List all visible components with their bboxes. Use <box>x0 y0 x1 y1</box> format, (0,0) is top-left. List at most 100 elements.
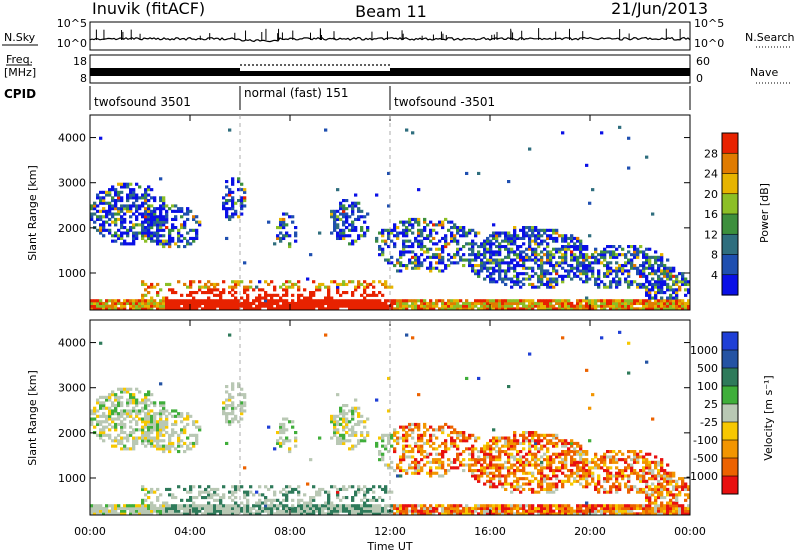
velocity-cell <box>396 441 400 446</box>
velocity-cell <box>531 490 535 494</box>
power-cell <box>540 242 544 246</box>
power-cell <box>294 231 298 235</box>
power-cell <box>192 301 196 306</box>
power-cell <box>159 223 163 227</box>
power-cell <box>120 185 124 189</box>
power-cell <box>654 258 658 262</box>
power-cell <box>537 228 541 232</box>
velocity-cell <box>138 436 142 440</box>
velocity-cell <box>441 452 445 456</box>
power-cell <box>312 304 316 308</box>
power-cell <box>276 293 280 297</box>
power-cell <box>141 280 145 284</box>
power-cell <box>474 231 478 235</box>
power-cell <box>393 234 397 238</box>
velocity-cell <box>153 420 157 424</box>
velocity-cell <box>279 501 283 505</box>
power-cell <box>282 288 286 292</box>
velocity-cell <box>162 504 166 508</box>
velocity-cell <box>216 498 220 502</box>
power-cell <box>366 301 370 306</box>
power-cell <box>351 209 355 213</box>
power-cell <box>381 253 385 257</box>
velocity-cell <box>255 490 259 494</box>
power-cell <box>450 304 454 308</box>
velocity-cell <box>120 431 124 435</box>
velocity-cell <box>345 404 349 408</box>
velocity-cell <box>579 447 583 451</box>
velocity-cell <box>465 447 469 451</box>
power-cell <box>348 304 352 308</box>
velocity-cell <box>489 485 493 489</box>
velocity-cell <box>243 512 247 516</box>
velocity-cell <box>93 412 97 416</box>
power-cell <box>360 234 364 238</box>
velocity-cell <box>99 428 103 432</box>
power-cell <box>144 193 148 197</box>
power-cell <box>114 188 118 192</box>
power-cell <box>186 301 190 306</box>
velocity-cell <box>612 504 616 508</box>
velocity-cell <box>102 509 106 513</box>
velocity-cell <box>582 469 586 473</box>
power-cell <box>495 239 499 243</box>
velocity-cell <box>453 431 457 435</box>
power-cell <box>549 228 553 232</box>
velocity-cell <box>564 512 568 516</box>
velocity-cell <box>486 474 490 478</box>
velocity-cell <box>552 509 556 513</box>
power-cell <box>93 299 97 303</box>
velocity-cell <box>405 425 409 429</box>
velocity-cell <box>429 504 433 508</box>
velocity-cell <box>450 466 454 470</box>
velocity-cell <box>231 506 235 511</box>
power-cell <box>264 304 268 308</box>
power-cell <box>297 293 301 297</box>
power-cell <box>333 223 337 227</box>
power-cell <box>402 247 406 251</box>
power-cell <box>441 301 445 306</box>
velocity-cell <box>405 433 409 437</box>
velocity-cell <box>603 490 607 494</box>
power-cell <box>351 280 355 284</box>
velocity-cell <box>516 439 520 443</box>
velocity-cell <box>417 450 421 454</box>
velocity-cell <box>603 469 607 473</box>
velocity-cell <box>426 509 430 513</box>
velocity-cell <box>516 487 520 492</box>
velocity-cell <box>105 425 109 429</box>
velocity-cell <box>351 506 355 511</box>
power-cell <box>141 226 145 230</box>
power-cell <box>213 304 217 308</box>
power-cell <box>561 234 565 238</box>
velocity-cell <box>285 506 289 511</box>
power-cell <box>384 307 388 311</box>
velocity-cell <box>138 509 142 513</box>
power-cell <box>417 228 421 232</box>
velocity-cell <box>192 420 196 424</box>
velocity-cell <box>570 444 574 448</box>
velocity-cell <box>234 496 238 500</box>
power-cell <box>522 236 526 241</box>
power-cell <box>252 299 256 303</box>
power-cell <box>471 228 475 232</box>
velocity-cell <box>627 485 631 489</box>
power-cell <box>633 266 637 270</box>
power-cell <box>660 291 664 295</box>
power-cell <box>342 209 346 213</box>
power-cell <box>483 304 487 308</box>
power-cell <box>267 301 271 306</box>
velocity-cell <box>420 466 424 470</box>
velocity-cell <box>345 509 349 513</box>
velocity-cell <box>471 509 475 513</box>
power-cell <box>546 272 550 276</box>
power-cell <box>249 285 253 289</box>
power-cell <box>174 209 178 213</box>
velocity-cell <box>105 406 109 410</box>
cpid-segment-2: normal (fast) 151 <box>244 86 348 100</box>
power-cell <box>591 188 595 192</box>
power-cell <box>564 253 568 257</box>
velocity-cell <box>348 506 352 511</box>
power-cell <box>411 307 415 311</box>
velocity-cell <box>573 447 577 451</box>
